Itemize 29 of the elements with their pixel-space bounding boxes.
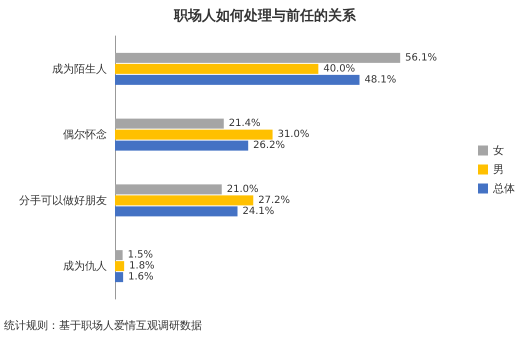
data-label: 56.1% <box>405 52 437 64</box>
bar <box>115 195 254 206</box>
bar <box>115 272 124 282</box>
data-label: 1.6% <box>128 272 154 283</box>
legend-label: 男 <box>493 163 504 176</box>
data-label: 1.5% <box>128 250 154 261</box>
bar <box>115 206 238 216</box>
y-tick-label: 偶尔怀念 <box>63 128 107 142</box>
text: 统计规则：基于职场人爱情互观调研数据 <box>4 319 202 332</box>
data-label: 40.0% <box>323 63 356 74</box>
bar <box>115 261 124 272</box>
data-label: 31.0% <box>278 129 310 140</box>
data-label: 21.0% <box>226 184 259 195</box>
data-label: 48.1% <box>364 74 396 86</box>
chart-title: 职场人如何处理与前任的关系 <box>173 7 357 24</box>
data-label: 27.2% <box>258 194 290 206</box>
y-tick-label: 成为陌生人 <box>52 62 107 76</box>
y-tick-label: 成为仇人 <box>63 260 107 273</box>
bar <box>115 64 318 74</box>
y-tick-label: 分手可以做好朋友 <box>19 194 107 207</box>
legend-label: 总体 <box>492 182 515 195</box>
data-label: 24.1% <box>242 206 274 217</box>
legend-label: 女 <box>493 144 504 157</box>
bar <box>115 140 248 151</box>
data-label: 26.2% <box>253 140 285 152</box>
bar <box>115 74 360 85</box>
data-label: 21.4% <box>228 118 261 130</box>
bar <box>115 130 273 140</box>
data-label: 1.8% <box>129 260 155 272</box>
